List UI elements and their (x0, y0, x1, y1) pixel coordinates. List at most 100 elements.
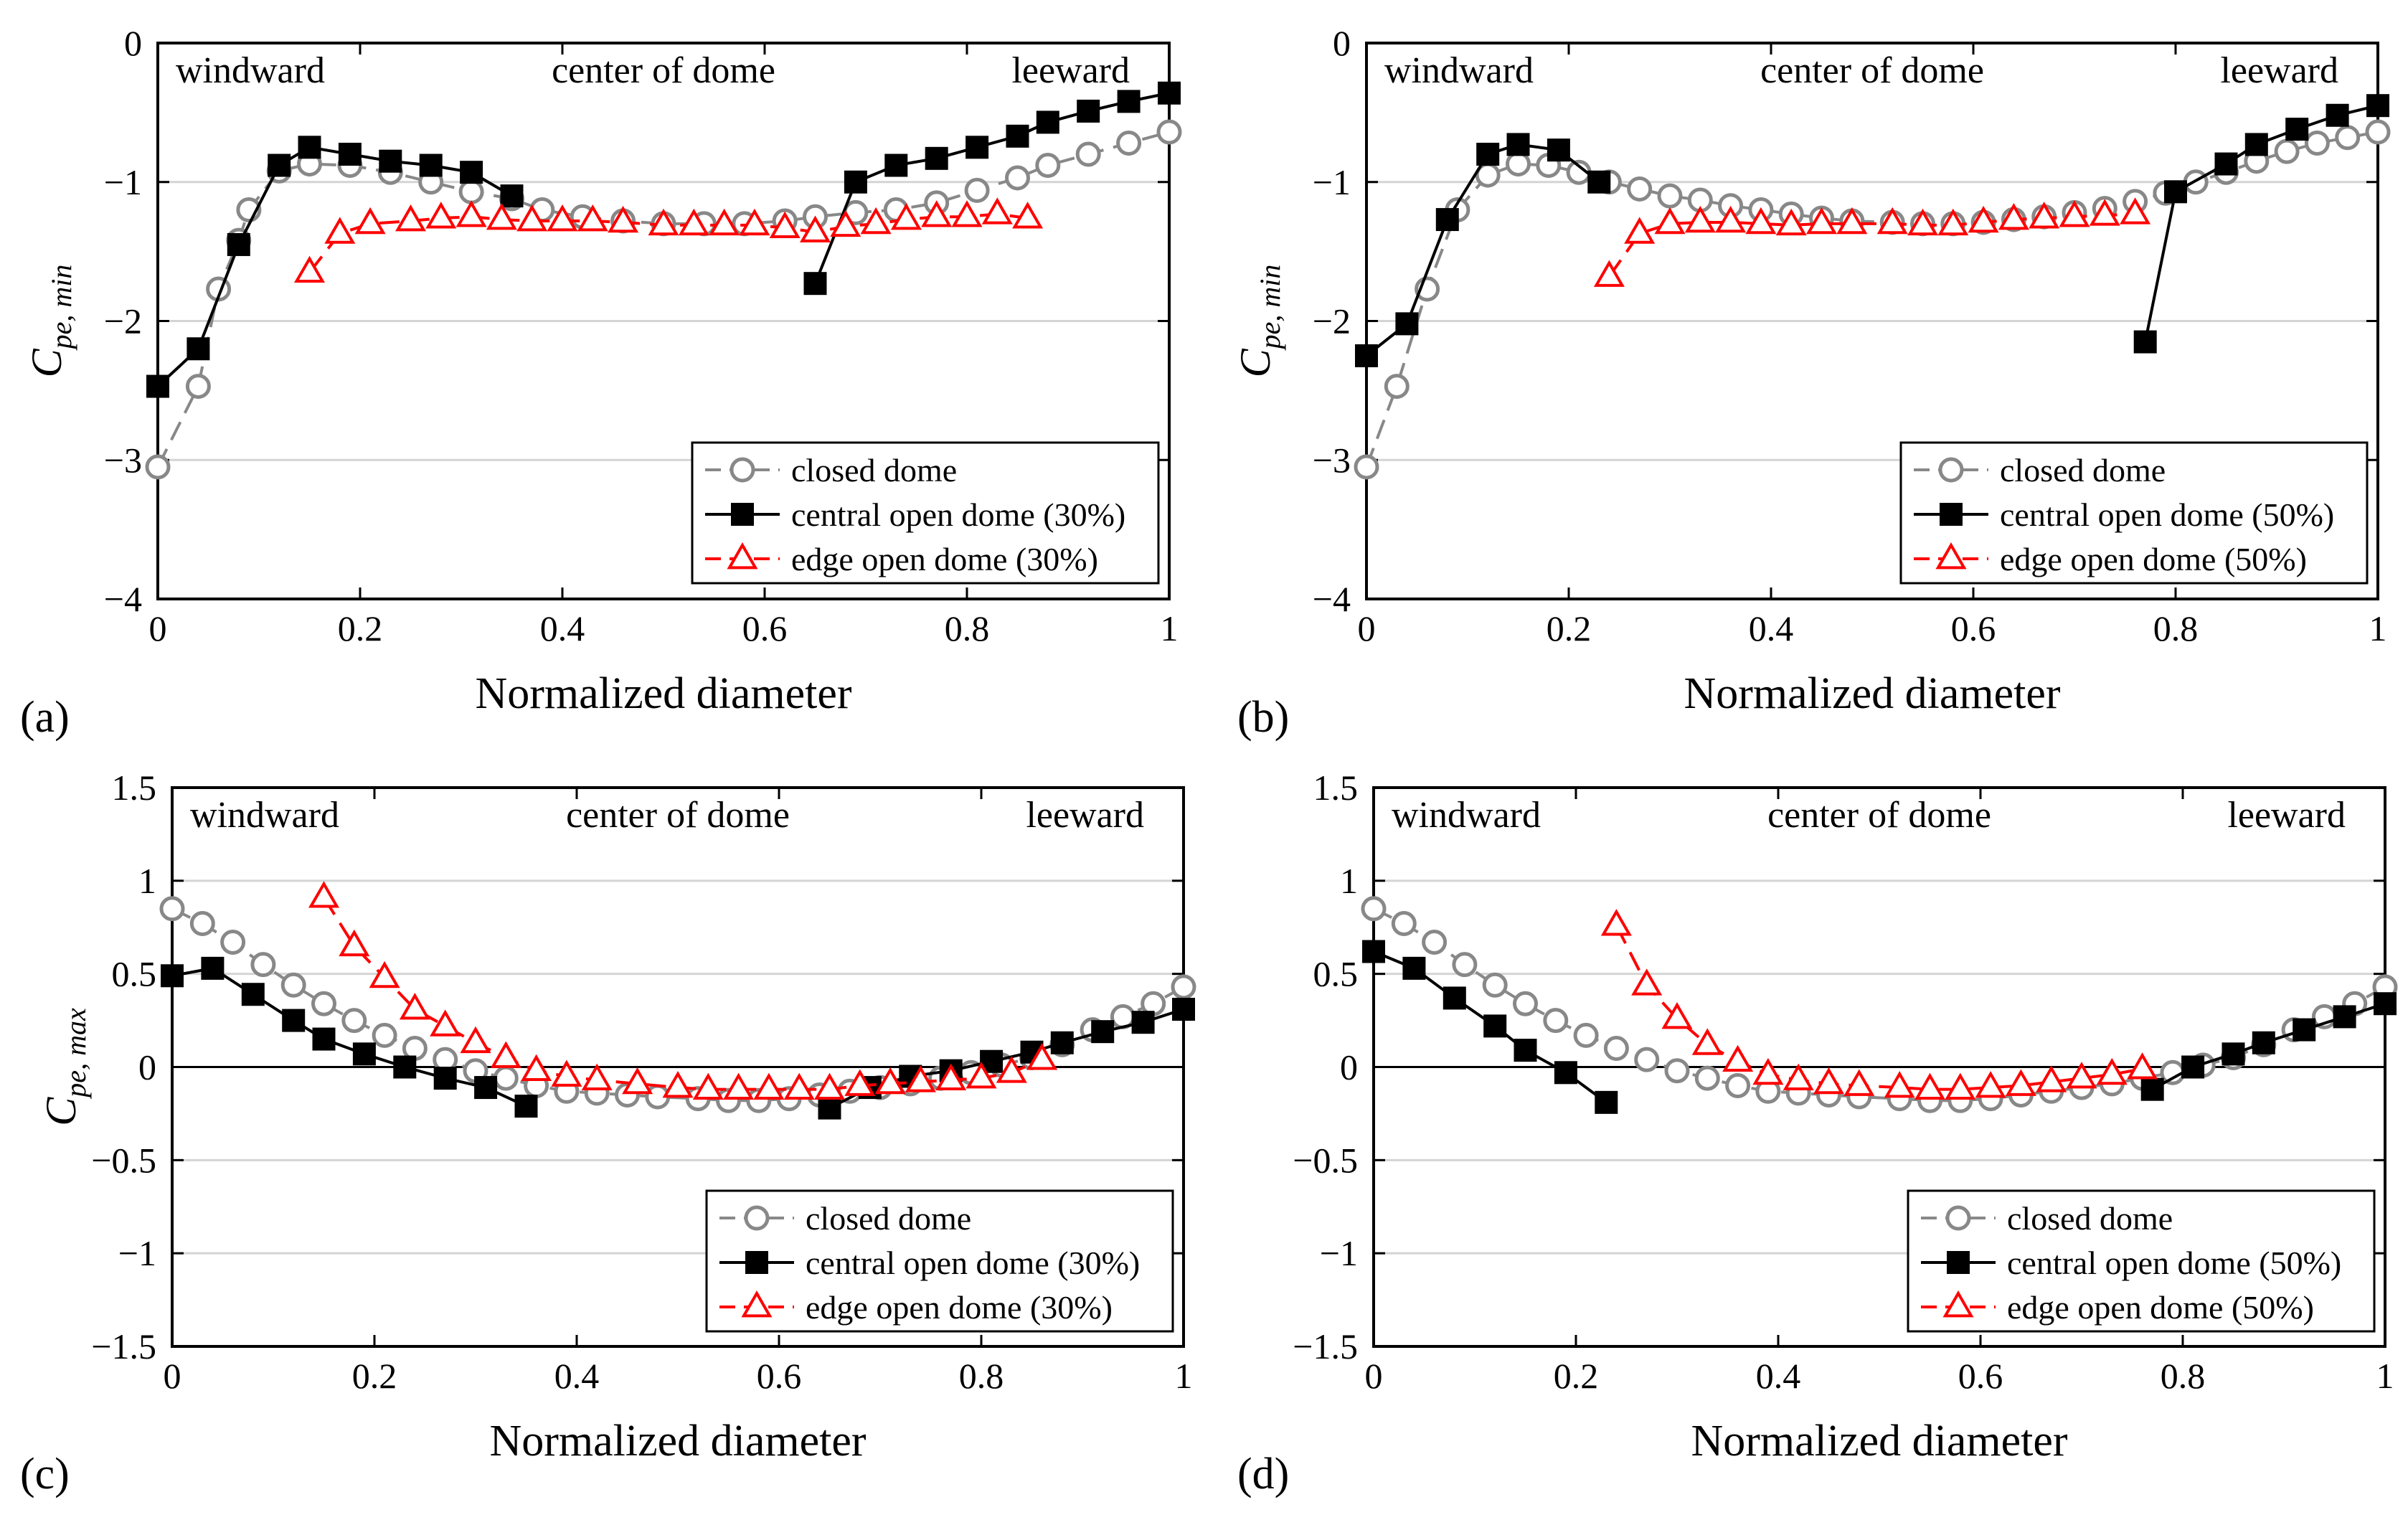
data-point (874, 1067, 906, 1095)
data-point (648, 208, 679, 236)
x-tick-label: 0.2 (338, 608, 383, 648)
legend-marker (1938, 457, 1964, 483)
data-point (1775, 208, 1807, 236)
data-point (965, 1062, 997, 1089)
data-point (490, 1041, 521, 1068)
y-tick-label: −1 (1313, 162, 1351, 202)
legend-label: closed dome (2000, 452, 2166, 488)
y-tick-label: −1 (118, 1233, 156, 1273)
data-point (1836, 207, 1868, 235)
data-point (393, 1055, 417, 1079)
data-point (1117, 90, 1141, 113)
data-point (1513, 991, 1538, 1016)
data-point (1506, 133, 1530, 156)
region-label-center: center of dome (566, 795, 790, 836)
x-tick-label: 0.2 (352, 1356, 397, 1396)
y-tick-label: −3 (1313, 440, 1351, 480)
data-point (1422, 930, 1448, 955)
x-tick-label: 0 (164, 1356, 181, 1396)
region-label-windward: windward (1384, 50, 1534, 91)
data-point (2089, 199, 2120, 226)
data-point (1752, 1057, 1784, 1085)
x-tick-label: 0 (149, 608, 167, 648)
legend-marker (1942, 1290, 1974, 1318)
data-point (1035, 153, 1061, 178)
data-point (2181, 1055, 2205, 1079)
data-point (1005, 165, 1030, 191)
y-tick-label: 0.5 (1313, 954, 1359, 994)
data-point (324, 217, 356, 244)
y-tick-label: 1.5 (1313, 768, 1359, 808)
data-point (577, 204, 608, 232)
y-tick-label: 1.5 (112, 768, 157, 808)
data-point (723, 1072, 755, 1100)
data-point (1876, 207, 1908, 235)
y-tick-label: 0 (138, 1047, 156, 1087)
y-axis-label-main: C (37, 1097, 85, 1126)
data-point (1361, 896, 1387, 922)
data-point (1395, 312, 1419, 336)
data-point (433, 1067, 457, 1090)
data-point (921, 200, 953, 227)
data-point (692, 1072, 724, 1100)
series-line (1615, 925, 2143, 1091)
data-point (1587, 170, 1611, 194)
data-point (458, 179, 484, 204)
y-tick-label: 0 (124, 23, 142, 63)
legend-label: closed dome (2007, 1200, 2173, 1237)
data-point (354, 207, 386, 235)
x-tick-label: 0.8 (945, 608, 990, 648)
data-point (2133, 330, 2157, 354)
data-point (145, 454, 171, 480)
data-point (500, 184, 524, 208)
data-point (678, 208, 709, 236)
data-point (1595, 1090, 1618, 1114)
data-point (2140, 1077, 2164, 1101)
x-tick-label: 1 (2376, 1356, 2394, 1396)
data-point (1968, 205, 1999, 233)
data-point (1945, 1072, 1976, 1100)
data-point (1715, 205, 1747, 233)
data-point (1725, 1072, 1751, 1098)
x-tick-label: 0.6 (1958, 1356, 2003, 1396)
data-point (1402, 956, 1426, 980)
legend-label: central open dome (50%) (2000, 496, 2334, 533)
y-tick-label: −1.5 (91, 1326, 156, 1366)
series-edge (1593, 197, 2151, 287)
data-point (1131, 1011, 1155, 1034)
data-point (1684, 205, 1716, 233)
legend: closed dome central open dome (50%) edge o… (1907, 1189, 2376, 1333)
region-label-center: center of dome (1760, 50, 1984, 91)
x-tick-label: 0 (1365, 1356, 1383, 1396)
data-point (622, 1067, 653, 1095)
data-point (1631, 968, 1663, 996)
data-point (521, 1054, 552, 1082)
data-point (189, 911, 215, 937)
data-point (1077, 99, 1100, 123)
legend-label: edge open dome (50%) (2000, 541, 2307, 577)
data-point (186, 337, 210, 361)
data-point (799, 215, 831, 242)
data-point (2366, 94, 2389, 118)
y-tick-label: −2 (104, 301, 142, 341)
data-point (2293, 1018, 2316, 1042)
x-tick-label: 0.8 (959, 1356, 1004, 1396)
x-tick-label: 1 (1175, 1356, 1193, 1396)
data-point (884, 154, 908, 177)
legend-label: closed dome (791, 452, 957, 488)
data-point (338, 143, 362, 166)
legend: closed dome central open dome (50%) edge o… (1899, 441, 2369, 585)
series-edge (308, 881, 1058, 1100)
data-point (551, 1059, 582, 1087)
region-label-windward: windward (1392, 795, 1541, 836)
x-axis-label: Normalized diameter (475, 669, 851, 718)
data-point (1603, 1036, 1629, 1062)
y-tick-label: 1 (138, 861, 156, 901)
data-point (1506, 151, 1531, 177)
series-line (171, 966, 527, 1108)
data-point (227, 232, 250, 256)
data-point (1691, 1028, 1723, 1055)
x-tick-label: 1 (2369, 608, 2387, 648)
series-edge (293, 197, 1044, 283)
x-axis-label: Normalized diameter (1691, 1417, 2067, 1465)
